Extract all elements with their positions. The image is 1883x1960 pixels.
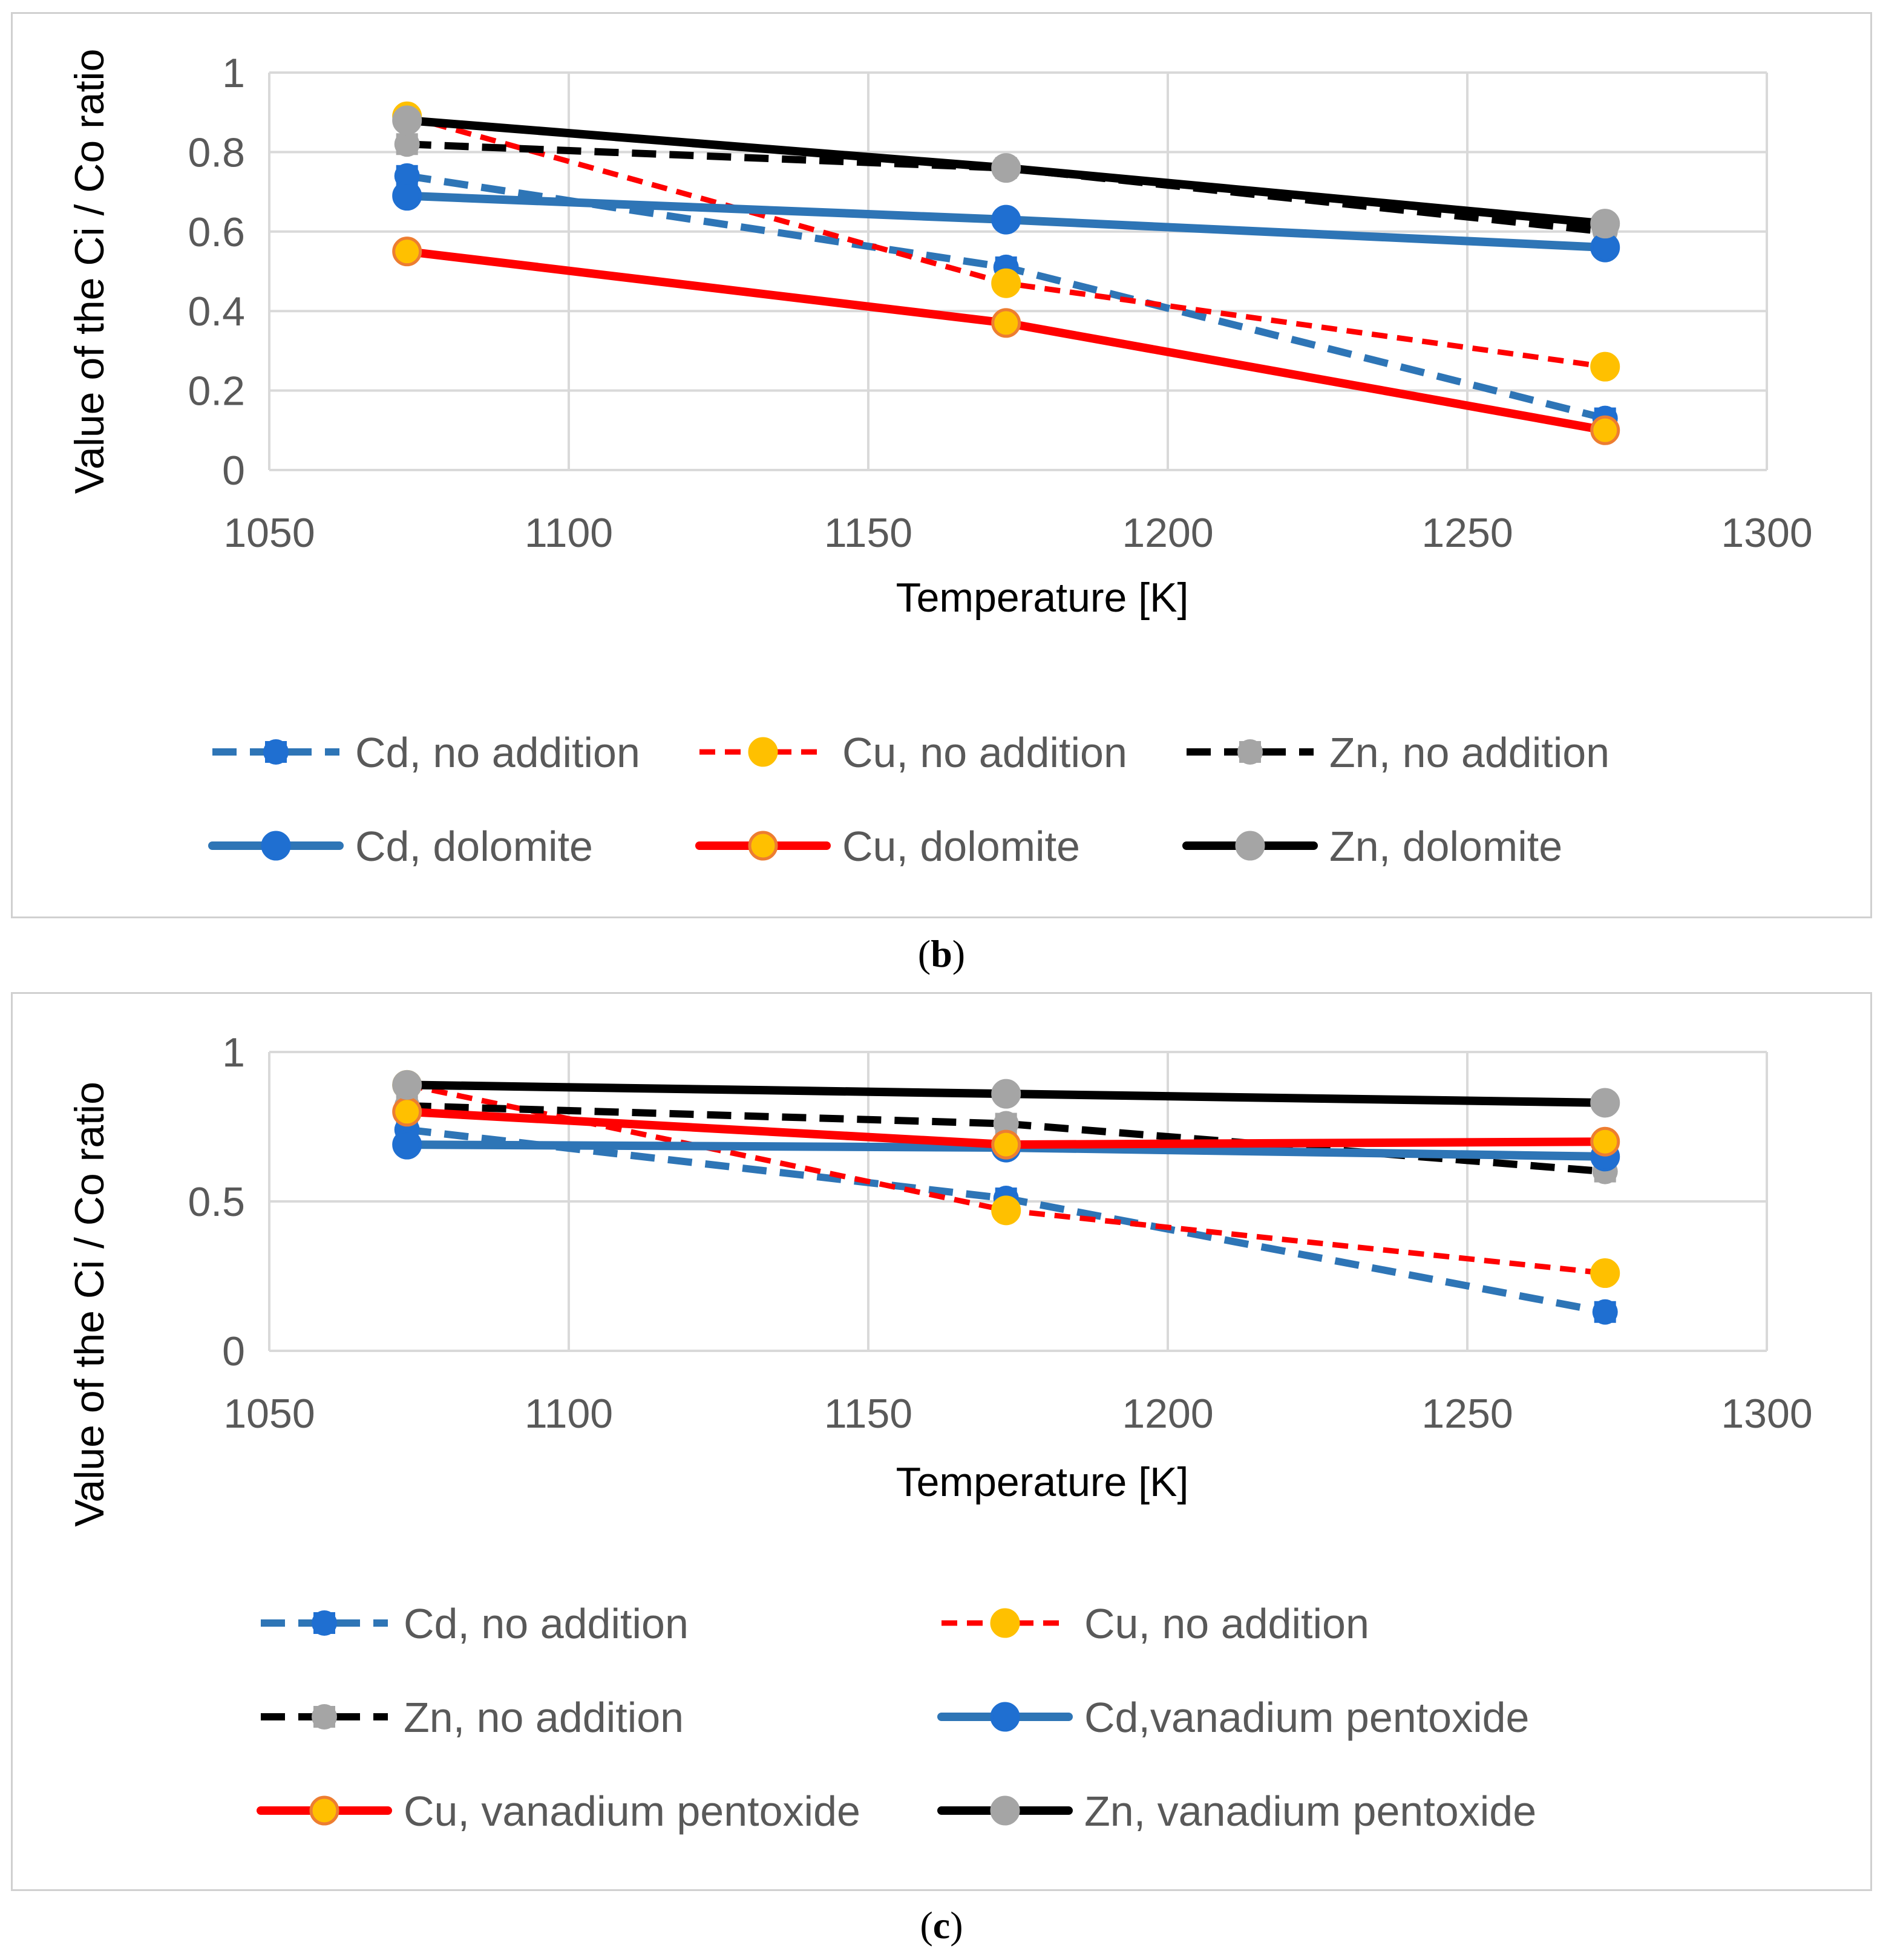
legend-label: Zn, dolomite <box>1329 823 1562 870</box>
x-tick-label: 1150 <box>824 510 912 556</box>
legend-label: Zn, no addition <box>1329 729 1610 776</box>
legend-item: Cu, vanadium pentoxide <box>257 1788 860 1835</box>
y-tick-label: 0.5 <box>188 1179 245 1225</box>
y-tick-label: 0.4 <box>188 289 245 335</box>
legend-label: Cu, dolomite <box>842 823 1080 870</box>
data-point <box>392 1129 422 1160</box>
chart-b-svg: 0 0.2 0.4 0.6 0.8 1 1050 1100 1150 1200 1250 1300 Te… <box>67 49 1813 870</box>
legend-label: Cu, no addition <box>1084 1600 1369 1647</box>
y-tick-label: 0.8 <box>188 129 245 175</box>
series-4 <box>392 181 1620 263</box>
x-tick-label: 1300 <box>1721 510 1812 556</box>
x-tick-label: 1300 <box>1721 1391 1812 1437</box>
data-point-round <box>394 163 420 189</box>
x-tick-label: 1050 <box>223 510 315 556</box>
x-tick-label: 1250 <box>1421 510 1513 556</box>
legend-label: Cu, vanadium pentoxide <box>404 1788 860 1835</box>
series-5 <box>392 237 1620 445</box>
data-point <box>991 153 1021 183</box>
legend-item: Zn, no addition <box>1187 729 1610 776</box>
legend-label: Zn, no addition <box>404 1694 684 1741</box>
data-point <box>991 204 1021 235</box>
y-tick-label: 0 <box>222 448 245 494</box>
legend-marker <box>748 831 778 861</box>
legend-item: Cd, no addition <box>261 1600 689 1647</box>
legend-marker-round <box>312 1704 337 1730</box>
x-tick-label: 1100 <box>525 510 613 556</box>
x-tick-label: 1100 <box>525 1391 613 1437</box>
data-point <box>991 1195 1021 1226</box>
x-tick-label: 1050 <box>223 1391 315 1437</box>
x-tick-label: 1150 <box>824 1391 912 1437</box>
legend-item: Cu, no addition <box>699 729 1127 776</box>
legend-item: Cu, dolomite <box>695 823 1080 870</box>
caption-c-label: c <box>932 1904 951 1947</box>
y-tick-label: 0.2 <box>188 368 245 414</box>
data-point <box>1590 1258 1620 1289</box>
legend-marker-round <box>1237 739 1263 765</box>
y-tick-label: 1 <box>222 50 245 96</box>
data-point-round <box>1592 1299 1618 1325</box>
data-point <box>392 105 422 136</box>
data-point <box>1590 1088 1620 1118</box>
data-point <box>1590 1126 1620 1157</box>
data-point <box>991 1129 1021 1160</box>
series-6 <box>392 1070 1620 1118</box>
legend-item: Zn, no addition <box>261 1694 684 1741</box>
legend-label: Cd, dolomite <box>355 823 593 870</box>
x-tick-label: 1250 <box>1421 1391 1513 1437</box>
legend-label: Cd, no addition <box>404 1600 689 1647</box>
series-6 <box>392 105 1620 239</box>
legend-item: Zn, vanadium pentoxide <box>937 1788 1536 1835</box>
legend-marker <box>261 831 291 861</box>
series-line <box>407 1102 1606 1175</box>
data-point-round <box>394 131 420 157</box>
data-point <box>392 1070 422 1100</box>
legend-item: Cu, no addition <box>942 1600 1369 1647</box>
x-tick-label: 1200 <box>1122 1391 1213 1437</box>
data-point <box>991 308 1021 338</box>
legend-label: Cd, no addition <box>355 729 640 776</box>
y-tick-label: 0.6 <box>188 209 245 255</box>
chart-panel-b: 0 0.2 0.4 0.6 0.8 1 1050 1100 1150 1200 1250 1300 Te… <box>11 12 1872 918</box>
x-tick-label: 1200 <box>1122 510 1213 556</box>
data-point <box>991 268 1021 298</box>
legend-marker-round <box>263 739 289 765</box>
legend-marker-round <box>312 1610 337 1636</box>
legend-item: Cd,vanadium pentoxide <box>937 1694 1529 1741</box>
legend-label: Zn, vanadium pentoxide <box>1084 1788 1536 1835</box>
data-point <box>1590 415 1620 445</box>
legend-item: Cd, dolomite <box>208 823 593 870</box>
x-axis-title: Temperature [K] <box>896 575 1189 621</box>
legend-marker <box>990 1702 1020 1732</box>
data-point <box>1590 351 1620 382</box>
series-5 <box>392 1097 1620 1160</box>
y-axis-title: Value of the Ci / Co ratio <box>67 49 113 494</box>
chart-panel-c: 0 0.5 1 1050 1100 1150 1200 1250 1300 Temperature… <box>11 992 1872 1891</box>
data-point <box>392 181 422 211</box>
legend-label: Cd,vanadium pentoxide <box>1084 1694 1529 1741</box>
data-point <box>392 237 422 267</box>
legend-item: Cd, no addition <box>212 729 640 776</box>
legend-marker <box>748 737 778 767</box>
legend-label: Cu, no addition <box>842 729 1127 776</box>
chart-c-svg: 0 0.5 1 1050 1100 1150 1200 1250 1300 Temperature… <box>67 1030 1813 1835</box>
caption-b: (b) <box>917 932 966 975</box>
series-line <box>407 140 1606 235</box>
caption-b-label: b <box>931 932 952 975</box>
legend-marker <box>1235 831 1265 861</box>
y-tick-label: 1 <box>222 1030 245 1076</box>
data-point <box>1590 209 1620 239</box>
data-point-round <box>993 1111 1019 1137</box>
x-axis-title: Temperature [K] <box>896 1459 1189 1505</box>
legend-marker <box>309 1795 339 1826</box>
y-axis-title: Value of the Ci / Co ratio <box>67 1082 113 1527</box>
y-tick-label: 0 <box>222 1328 245 1374</box>
legend-marker <box>990 1795 1020 1826</box>
legend-item: Zn, dolomite <box>1182 823 1562 870</box>
data-point <box>991 1079 1021 1109</box>
caption-c: (c) <box>920 1904 963 1947</box>
data-point <box>392 1097 422 1127</box>
legend-marker <box>990 1608 1020 1638</box>
